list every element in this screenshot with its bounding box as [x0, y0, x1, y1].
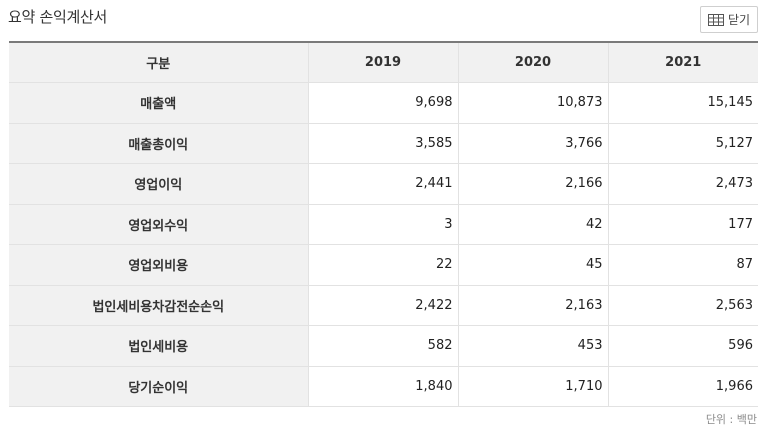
table-cell: 5,127: [608, 123, 758, 164]
column-header-2021: 2021: [608, 42, 758, 83]
table-cell: 2,166: [458, 163, 609, 205]
table-cell: 2,563: [608, 285, 758, 326]
table-row: 영업외수익 3 42 177: [9, 204, 758, 245]
row-label: 법인세비용차감전순손익: [9, 285, 309, 326]
panel-header: 요약 손익계산서 닫기: [0, 0, 771, 40]
column-header-2020: 2020: [458, 42, 609, 83]
table-cell: 45: [458, 244, 609, 286]
table-cell: 1,710: [458, 366, 609, 407]
row-label: 영업이익: [9, 163, 309, 205]
table-cell: 1,966: [608, 366, 758, 407]
table-cell: 15,145: [608, 82, 758, 124]
table-cell: 9,698: [308, 82, 459, 124]
table-cell: 2,441: [308, 163, 459, 205]
table-cell: 87: [608, 244, 758, 286]
close-button[interactable]: 닫기: [700, 6, 758, 33]
income-statement-table: 구분 2019 2020 2021 매출액 9,698 10,873 15,14…: [9, 41, 758, 407]
table-header-row: 구분 2019 2020 2021: [9, 42, 758, 83]
column-header-category: 구분: [9, 42, 309, 83]
table-cell: 2,163: [458, 285, 609, 326]
table-cell: 177: [608, 204, 758, 245]
table-cell: 22: [308, 244, 459, 286]
row-label: 영업외수익: [9, 204, 309, 245]
table-row: 영업이익 2,441 2,166 2,473: [9, 163, 758, 205]
row-label: 매출총이익: [9, 123, 309, 164]
row-label: 매출액: [9, 82, 309, 124]
table-row: 영업외비용 22 45 87: [9, 244, 758, 286]
column-header-2019: 2019: [308, 42, 459, 83]
table-cell: 582: [308, 325, 459, 367]
row-label: 영업외비용: [9, 244, 309, 286]
panel-title: 요약 손익계산서: [8, 8, 107, 26]
table-cell: 2,473: [608, 163, 758, 205]
close-button-label: 닫기: [727, 13, 751, 27]
unit-note: 단위 : 백만: [705, 413, 757, 426]
table-cell: 596: [608, 325, 758, 367]
table-row: 당기순이익 1,840 1,710 1,966: [9, 366, 758, 407]
table-row: 매출총이익 3,585 3,766 5,127: [9, 123, 758, 164]
table-cell: 3,766: [458, 123, 609, 164]
table-cell: 453: [458, 325, 609, 367]
table-cell: 10,873: [458, 82, 609, 124]
table-cell: 42: [458, 204, 609, 245]
table-cell: 1,840: [308, 366, 459, 407]
table-cell: 2,422: [308, 285, 459, 326]
row-label: 당기순이익: [9, 366, 309, 407]
table-cell: 3: [308, 204, 459, 245]
row-label: 법인세비용: [9, 325, 309, 367]
table-grid-icon: [707, 13, 724, 26]
table-row: 매출액 9,698 10,873 15,145: [9, 82, 758, 124]
table-row: 법인세비용 582 453 596: [9, 325, 758, 367]
table-row: 법인세비용차감전순손익 2,422 2,163 2,563: [9, 285, 758, 326]
table-cell: 3,585: [308, 123, 459, 164]
